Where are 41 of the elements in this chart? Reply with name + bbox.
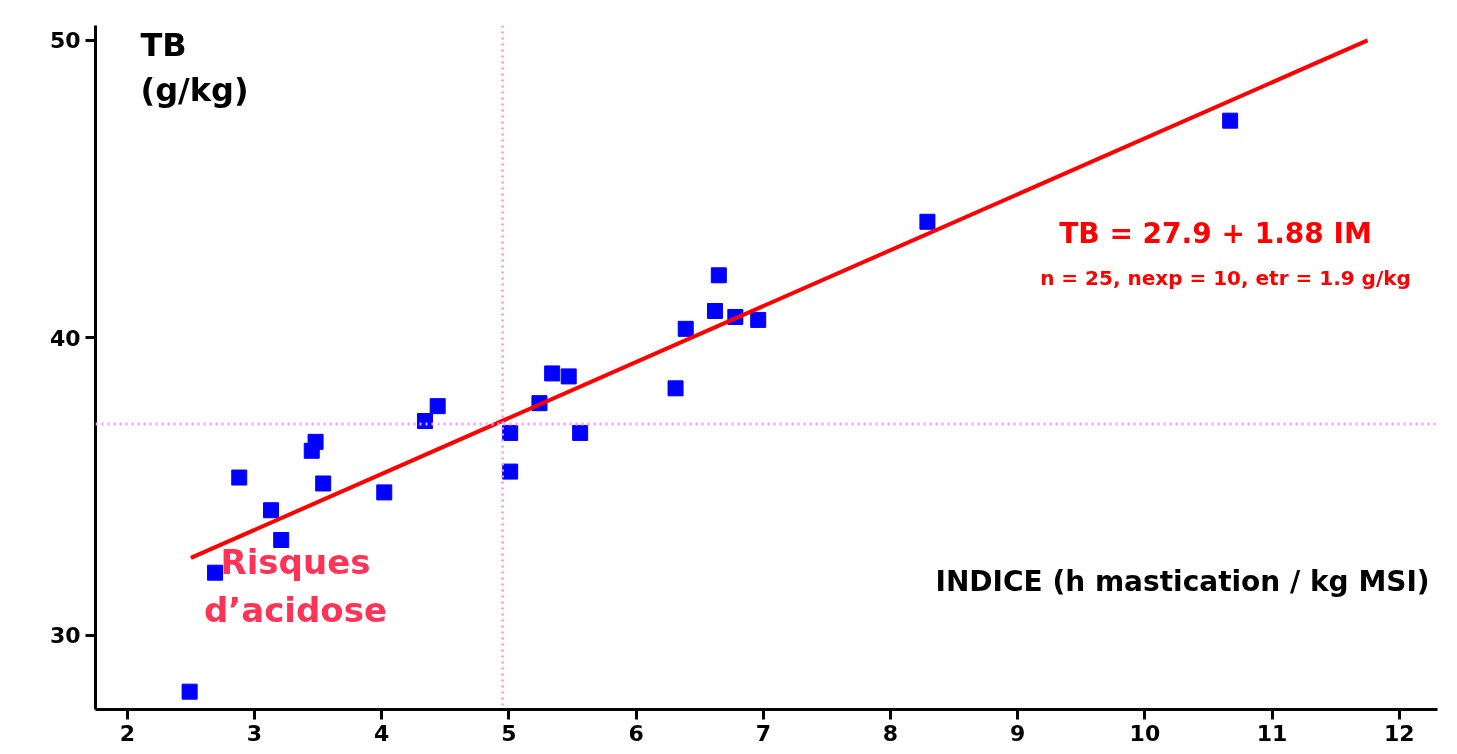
point [502,424,519,441]
point [429,398,446,415]
x-tick-label: 4 [374,720,390,746]
x-tick-label: 9 [1010,720,1026,746]
point [544,365,561,382]
x-tick-label: 10 [1129,720,1161,746]
x-tick-label: 6 [628,720,644,746]
point [572,424,589,441]
point [667,380,684,397]
point [376,484,393,501]
point [207,564,224,581]
point [919,213,936,230]
annotation: n = 25, nexp = 10, etr = 1.9 g/kg [1040,265,1411,290]
point [1222,112,1239,129]
y-axis-title: TB (g/kg) [140,25,249,110]
x-axis-title: INDICE (h mastication / kg MSI) [935,564,1430,598]
x-tick-label: 2 [119,720,135,746]
point [263,502,280,519]
point [502,463,519,480]
point [560,368,577,385]
point [710,267,727,284]
point [315,475,332,492]
point [416,413,433,430]
x-tick-label: 12 [1384,720,1415,746]
x-tick-label: 11 [1256,720,1288,746]
x-tick-label: 5 [501,720,517,746]
annotation: TB = 27.9 + 1.88 IM [1059,216,1372,250]
y-tick-label: 40 [49,325,81,351]
x-tick-label: 8 [882,720,899,746]
x-tick-label: 3 [246,720,263,746]
annotation: Risques d’acidose [204,541,387,630]
point [273,531,290,548]
point [231,469,248,486]
point [750,311,767,328]
point [677,320,694,337]
x-tick-label: 7 [755,720,771,746]
y-tick-label: 30 [49,623,81,649]
y-tick-label: 50 [49,28,81,54]
point [307,433,324,450]
point [181,683,198,700]
point [706,303,723,319]
